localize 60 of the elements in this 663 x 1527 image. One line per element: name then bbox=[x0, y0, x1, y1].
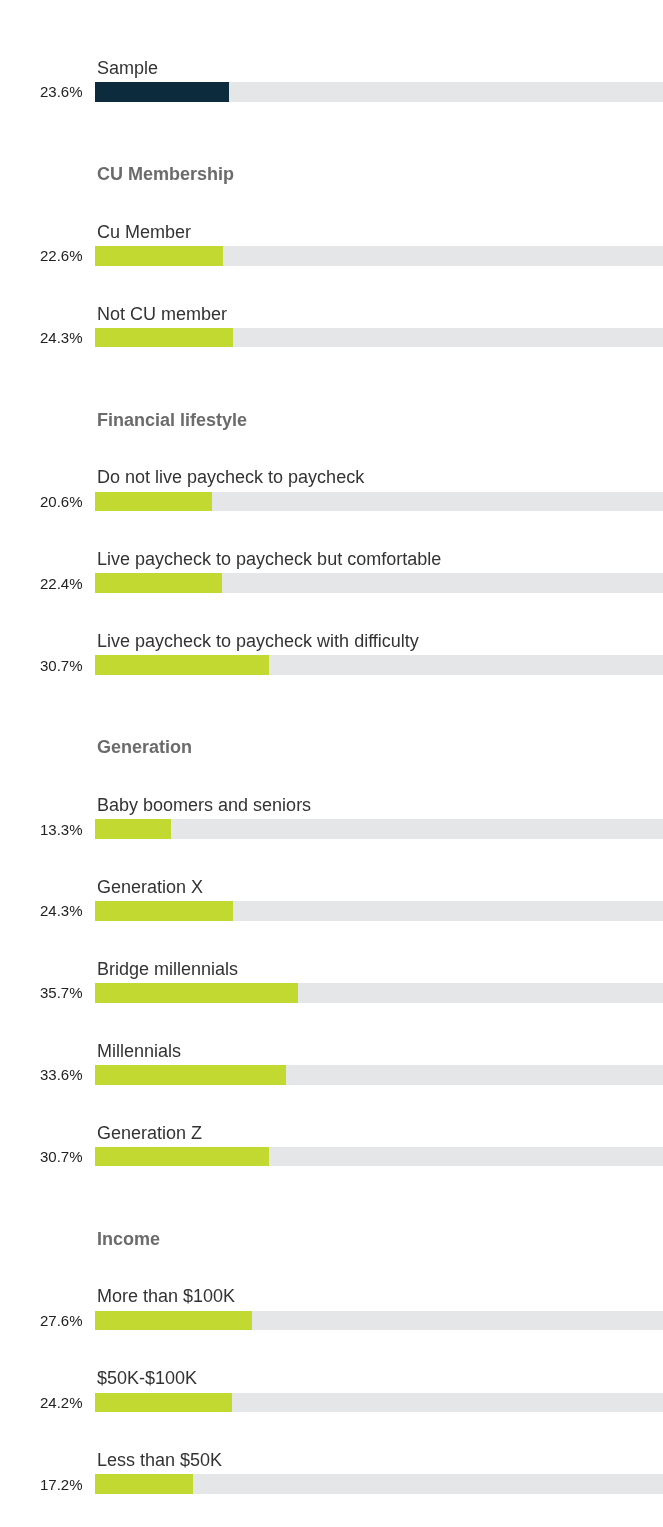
y-tick-label: Bridge millennials bbox=[97, 959, 239, 979]
bar bbox=[233, 901, 663, 921]
bar bbox=[95, 491, 213, 512]
bar bbox=[285, 1064, 663, 1085]
bar bbox=[95, 573, 223, 594]
bar bbox=[222, 573, 663, 594]
bar bbox=[170, 819, 663, 839]
y-tick-label: Generation X bbox=[97, 877, 204, 897]
data-label: 22.4% bbox=[40, 575, 83, 592]
bar bbox=[95, 819, 171, 839]
bar bbox=[233, 327, 663, 348]
bar bbox=[95, 1146, 270, 1167]
data-label: 24.3% bbox=[40, 329, 83, 346]
bar bbox=[95, 1392, 233, 1413]
data-label: 13.3% bbox=[40, 821, 83, 838]
bar bbox=[229, 82, 663, 102]
y-tick-label: Cu Member bbox=[97, 222, 192, 242]
data-label: 33.6% bbox=[40, 1066, 83, 1083]
bar bbox=[269, 655, 663, 676]
bar bbox=[269, 1146, 663, 1167]
bar bbox=[212, 491, 663, 512]
y-tick-label: CU Membership bbox=[97, 164, 235, 184]
y-tick-label: Live paycheck to paycheck but comfortable bbox=[97, 549, 442, 569]
y-tick-label: $50K-$100K bbox=[97, 1368, 198, 1388]
bar bbox=[251, 1310, 663, 1331]
y-tick-label: Financial lifestyle bbox=[97, 410, 248, 430]
y-tick-label: More than $100K bbox=[97, 1286, 236, 1306]
data-label: 27.6% bbox=[40, 1312, 83, 1329]
data-label: 24.3% bbox=[40, 902, 83, 919]
bar bbox=[95, 82, 230, 102]
y-tick-label: Less than $50K bbox=[97, 1450, 223, 1470]
bar bbox=[95, 1310, 252, 1331]
bar bbox=[192, 1474, 663, 1495]
bar bbox=[95, 983, 298, 1003]
y-tick-label: Do not live paycheck to paycheck bbox=[97, 467, 366, 487]
bar bbox=[95, 901, 234, 921]
y-tick-label: Millennials bbox=[97, 1041, 182, 1061]
data-label: 22.6% bbox=[40, 247, 83, 264]
data-label: 30.7% bbox=[40, 657, 83, 674]
y-tick-label: Generation bbox=[97, 737, 193, 757]
y-tick-label: Live paycheck to paycheck with difficulty bbox=[97, 631, 419, 651]
data-label: 35.7% bbox=[40, 984, 83, 1001]
bar bbox=[95, 1474, 193, 1495]
bar bbox=[95, 655, 270, 676]
bar bbox=[95, 245, 224, 266]
bar bbox=[223, 245, 663, 266]
bar bbox=[95, 1064, 286, 1085]
y-tick-label: Generation Z bbox=[97, 1123, 203, 1143]
bar bbox=[95, 327, 234, 348]
data-label: 24.2% bbox=[40, 1394, 83, 1411]
data-label: 20.6% bbox=[40, 493, 83, 510]
y-tick-label: Baby boomers and seniors bbox=[97, 795, 312, 815]
y-tick-label: Sample bbox=[97, 58, 159, 78]
data-label: 23.6% bbox=[40, 83, 83, 100]
y-tick-label: Not CU member bbox=[97, 304, 228, 324]
y-tick-label: Income bbox=[97, 1229, 161, 1249]
bar bbox=[232, 1392, 663, 1413]
data-label: 30.7% bbox=[40, 1148, 83, 1165]
bar bbox=[297, 983, 663, 1003]
data-label: 17.2% bbox=[40, 1476, 83, 1493]
